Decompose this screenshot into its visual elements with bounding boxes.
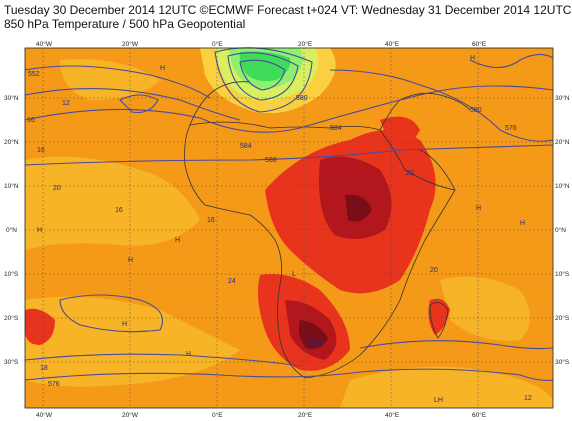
pressure-marker: H	[160, 65, 165, 72]
map-frame	[24, 47, 554, 409]
pressure-marker: H	[128, 257, 133, 264]
contour-label: 12	[62, 100, 70, 107]
lon-label: 40°E	[385, 411, 400, 419]
lat-label: 0°N	[555, 226, 566, 234]
pressure-marker: LH	[434, 397, 443, 404]
lat-label: 20°S	[555, 314, 570, 322]
lat-label: 20°N	[4, 138, 19, 146]
contour-label: 20	[430, 267, 438, 274]
warm-zone-red	[25, 116, 450, 371]
lat-label: 10°S	[555, 270, 570, 278]
contour-label: 16	[27, 117, 35, 124]
pressure-marker: H	[470, 55, 475, 62]
graticule	[25, 48, 553, 408]
left-latitude-labels: 30°N 20°N 10°N 0°N 10°S 20°S 30°S	[4, 94, 19, 366]
contour-label: 12	[524, 395, 532, 402]
contour-label: 16	[207, 217, 215, 224]
lon-label: 0°E	[212, 40, 223, 48]
bottom-longitude-labels: 40°W 20°W 0°E 20°E 40°E 60°E	[36, 411, 487, 419]
pressure-marker: H	[476, 205, 481, 212]
lon-label: 60°E	[472, 411, 487, 419]
pressure-marker: H	[175, 237, 180, 244]
map-subtitle: 850 hPa Temperature / 500 hPa Geopotenti…	[4, 17, 246, 31]
forecast-title: Tuesday 30 December 2014 12UTC ©ECMWF Fo…	[4, 3, 572, 17]
contour-label: 20	[53, 185, 61, 192]
lon-label: 40°W	[36, 411, 53, 419]
lat-label: 10°S	[4, 270, 19, 278]
pressure-markers: H H H H H L H H LH H H	[37, 55, 525, 404]
contour-label: 24	[228, 278, 236, 285]
pressure-marker: H	[37, 227, 42, 234]
lat-label: 30°S	[555, 358, 570, 366]
coastlines	[184, 81, 471, 379]
pressure-marker: H	[122, 321, 127, 328]
lat-label: 30°N	[555, 94, 570, 102]
lon-label: 20°E	[298, 40, 313, 48]
top-longitude-labels: 40°W 20°W 0°E 20°E 40°E 60°E	[36, 40, 487, 48]
lon-label: 20°W	[122, 411, 139, 419]
contour-label: 580	[296, 95, 308, 102]
lon-label: 40°E	[385, 40, 400, 48]
lat-label: 20°S	[4, 314, 19, 322]
lat-label: 10°N	[4, 182, 19, 190]
lat-label: 0°N	[6, 226, 17, 234]
pressure-marker: L	[292, 271, 296, 278]
contour-label: 588	[265, 157, 277, 164]
pressure-marker: H	[186, 351, 191, 358]
pressure-marker: H	[520, 220, 525, 227]
lat-label: 10°N	[555, 182, 570, 190]
lon-label: 0°E	[212, 411, 223, 419]
contour-label: 18	[40, 365, 48, 372]
contour-label: 16	[37, 147, 45, 154]
right-latitude-labels: 30°N 20°N 10°N 0°N 10°S 20°S 30°S	[555, 94, 570, 366]
contour-label: 576	[505, 125, 517, 132]
contour-label: 584	[240, 143, 252, 150]
contour-label: 580	[470, 107, 482, 114]
contour-label: 584	[310, 340, 322, 347]
contour-label: 552	[28, 71, 40, 78]
contour-label: 16	[115, 207, 123, 214]
lat-label: 30°N	[4, 94, 19, 102]
geopotential-contours	[24, 47, 554, 381]
contour-labels: 12 16 16 20 16 552 580 584 588 584 580 5…	[27, 71, 532, 402]
lon-label: 20°E	[298, 411, 313, 419]
contour-label: 584	[330, 125, 342, 132]
warm-zone-light	[25, 59, 553, 408]
lat-label: 20°N	[555, 138, 570, 146]
lat-label: 30°S	[4, 358, 19, 366]
contour-label: 576	[48, 381, 60, 388]
lon-label: 20°W	[122, 40, 139, 48]
contour-label: 20	[406, 170, 414, 177]
lon-label: 60°E	[472, 40, 487, 48]
lon-label: 40°W	[36, 40, 53, 48]
